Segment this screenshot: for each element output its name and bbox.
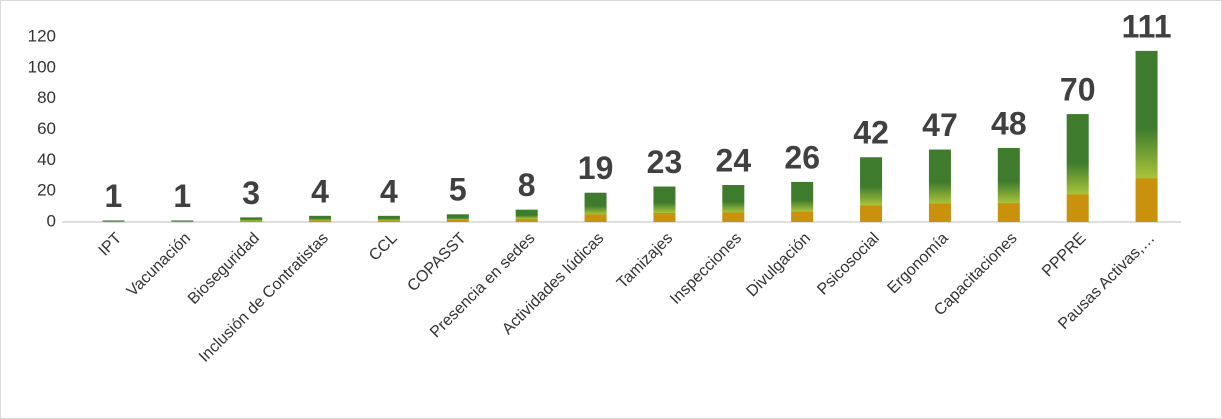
- bar: [102, 220, 125, 222]
- y-tick-label: 60: [37, 119, 56, 138]
- data-label: 8: [518, 167, 536, 203]
- y-tick-label: 100: [28, 57, 56, 76]
- data-label: 42: [853, 115, 889, 151]
- data-label: 24: [716, 142, 752, 178]
- data-label: 3: [242, 175, 260, 211]
- bar: [515, 209, 538, 222]
- data-label: 4: [311, 173, 329, 209]
- bar: [653, 186, 676, 222]
- bar: [171, 220, 194, 222]
- bar: [377, 215, 400, 222]
- data-label: 5: [449, 172, 467, 208]
- data-label: 48: [991, 105, 1027, 141]
- bar: [860, 157, 883, 222]
- y-tick-label: 20: [37, 181, 56, 200]
- bar: [791, 181, 814, 222]
- bar: [446, 214, 469, 222]
- bar: [240, 217, 263, 222]
- data-label: 1: [173, 178, 191, 214]
- bar: [997, 148, 1020, 222]
- data-label: 111: [1122, 8, 1172, 44]
- data-label: 26: [784, 139, 820, 175]
- y-tick-label: 40: [37, 150, 56, 169]
- data-label: 47: [922, 107, 958, 143]
- data-label: 19: [578, 150, 614, 186]
- y-tick-label: 120: [28, 26, 56, 45]
- bar: [309, 215, 332, 222]
- bar: [722, 185, 745, 222]
- bar: [1066, 114, 1089, 222]
- data-label: 23: [647, 144, 683, 180]
- data-label: 1: [105, 178, 123, 214]
- data-label: 70: [1060, 72, 1096, 108]
- y-tick-label: 0: [47, 211, 56, 230]
- bar: [928, 149, 951, 222]
- bar: [584, 192, 607, 222]
- bar: [1135, 50, 1158, 222]
- y-tick-label: 80: [37, 88, 56, 107]
- data-label: 4: [380, 173, 398, 209]
